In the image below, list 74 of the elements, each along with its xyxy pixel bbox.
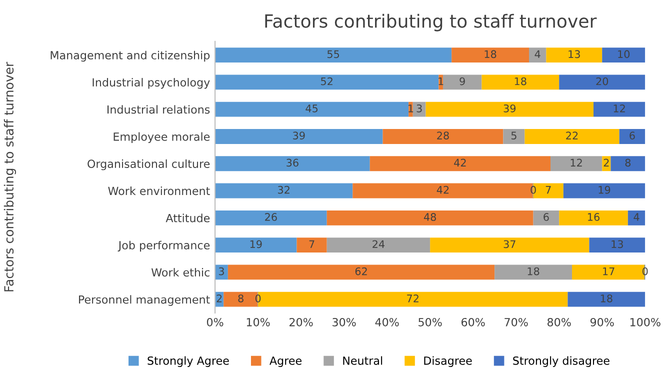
data-label: 39: [504, 104, 516, 112]
data-label: 62: [355, 267, 367, 276]
y-tick-label: Industrial relations: [108, 105, 210, 114]
x-tick-label: 90%: [590, 318, 614, 326]
y-tick-label: Personnel management: [79, 295, 210, 306]
legend-label: Strongly Agree: [148, 356, 229, 367]
data-label: 7: [309, 240, 314, 248]
data-label: 17: [603, 267, 614, 276]
data-label: 7: [546, 186, 551, 194]
data-label: 48: [424, 213, 436, 221]
data-label: 3: [218, 267, 224, 276]
y-tick-label: Organisational culture: [88, 159, 210, 170]
data-label: 37: [504, 240, 516, 248]
x-tick-label: 50%: [418, 318, 442, 326]
legend-label: Agree: [270, 356, 302, 367]
data-label: 8: [238, 294, 244, 302]
y-tick-label: Employee morale: [114, 132, 210, 144]
data-label: 5: [511, 132, 516, 140]
y-tick-label: Work ethic: [151, 268, 210, 277]
chart-title: Factors contributing to staff turnover: [265, 14, 597, 32]
data-label: 4: [634, 213, 640, 221]
data-label: 18: [528, 267, 540, 276]
x-tick-label: 0%: [206, 318, 224, 326]
x-tick-label: 60%: [462, 318, 485, 326]
data-label: 19: [598, 186, 610, 194]
data-label: 20: [596, 77, 608, 86]
data-label: 12: [570, 158, 582, 166]
data-label: 3: [416, 104, 422, 112]
data-label: 18: [514, 77, 526, 86]
legend-label: Disagree: [424, 356, 472, 367]
data-label: 0: [530, 186, 536, 194]
y-tick-label: Management and citizenship: [50, 50, 210, 62]
data-label: 22: [566, 132, 578, 140]
y-tick-label: Job performance: [118, 240, 210, 252]
data-label: 8: [625, 158, 631, 167]
data-label: 36: [286, 158, 298, 167]
x-tick-label: 40%: [375, 318, 399, 326]
x-tick-label: 70%: [504, 318, 528, 326]
y-axis-title: Factors contributing to staff turnover: [4, 62, 16, 292]
x-tick-label: 20%: [290, 318, 313, 326]
data-label: 4: [534, 50, 540, 58]
data-label: 26: [265, 213, 277, 221]
data-label: 9: [460, 77, 465, 86]
data-label: 12: [614, 104, 625, 112]
data-label: 10: [618, 50, 630, 58]
data-label: 6: [630, 132, 635, 140]
data-label: 32: [278, 186, 290, 194]
x-tick-label: 30%: [332, 318, 356, 326]
data-label: 42: [454, 158, 466, 166]
data-label: 16: [588, 213, 600, 221]
data-label: 2: [216, 294, 222, 302]
data-label: 39: [293, 132, 305, 140]
data-label: 72: [407, 294, 418, 302]
data-label: 24: [372, 240, 385, 248]
data-label: 2: [604, 158, 609, 166]
x-tick-label: 80%: [548, 318, 571, 326]
data-label: 19: [250, 240, 262, 248]
data-label: 45: [306, 104, 318, 112]
x-tick-label: 100%: [630, 318, 660, 326]
x-tick-label: 10%: [246, 318, 270, 326]
data-label: 28: [437, 132, 449, 140]
data-label: 42: [436, 186, 449, 194]
data-label: 52: [321, 77, 332, 86]
data-label: 18: [600, 294, 612, 302]
y-tick-label: Attitude: [166, 214, 210, 222]
data-label: 13: [568, 50, 580, 58]
data-label: 55: [327, 50, 340, 58]
legend-label: Strongly disagree: [513, 356, 610, 367]
data-label: 13: [612, 240, 623, 248]
legend-label: Neutral: [343, 356, 382, 365]
y-tick-label: Industrial psychology: [92, 78, 210, 89]
data-label: 6: [544, 213, 549, 221]
data-label: 18: [484, 50, 496, 58]
y-tick-label: Work environment: [108, 186, 210, 196]
